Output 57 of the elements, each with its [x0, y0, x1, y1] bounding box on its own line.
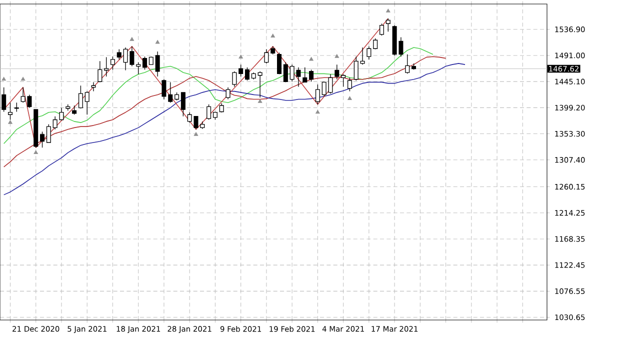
- point: [155, 40, 160, 44]
- point: [386, 8, 390, 12]
- candlestick: [142, 56, 148, 70]
- candlestick: [244, 67, 250, 81]
- point: [270, 34, 275, 38]
- point: [20, 76, 26, 81]
- point: [130, 37, 134, 41]
- point: [334, 54, 340, 58]
- line-series: [3, 18, 389, 148]
- candlestick: [360, 47, 365, 65]
- candlestick: [46, 124, 51, 143]
- candlestick: [84, 90, 90, 115]
- candlestick: [379, 23, 384, 36]
- candlestick: [14, 102, 19, 112]
- candlestick: [354, 56, 358, 81]
- candlestick: [206, 104, 212, 120]
- candlestick: [386, 18, 390, 32]
- candlestick: [40, 131, 45, 148]
- point: [194, 132, 198, 136]
- candlestick: [264, 48, 269, 64]
- candlestick: [283, 62, 288, 83]
- candlestick: [226, 86, 230, 100]
- candlestick: [347, 77, 352, 92]
- candlestick: [8, 102, 13, 120]
- candlestick: [98, 60, 102, 83]
- candlestick: [180, 92, 186, 117]
- candlestick: [136, 62, 141, 75]
- candlestick: [277, 52, 282, 75]
- candlestick: [168, 82, 173, 104]
- point: [2, 76, 6, 81]
- point: [238, 54, 243, 59]
- candlestick: [322, 81, 326, 97]
- candlestick: [405, 54, 410, 74]
- candlestick: [110, 56, 115, 70]
- candlestick: [238, 64, 244, 77]
- candlestick: [302, 67, 308, 83]
- candlestick: [309, 69, 314, 82]
- candlestick: [341, 74, 346, 88]
- candlestick: [104, 56, 109, 77]
- candlestick: [72, 105, 77, 115]
- candlestick: [366, 46, 372, 60]
- point: [8, 120, 12, 124]
- candlestick: [232, 71, 237, 88]
- point: [316, 110, 320, 114]
- candlestick: [78, 85, 83, 109]
- candlestick: [219, 102, 224, 113]
- candlestick: [328, 74, 333, 94]
- candlestick: [162, 79, 166, 100]
- point: [348, 96, 352, 100]
- candlestick: [258, 71, 262, 98]
- point: [258, 99, 262, 103]
- point: [34, 150, 38, 154]
- candlestick: [334, 64, 340, 80]
- candlestick: [155, 51, 160, 77]
- point: [309, 57, 314, 61]
- candlestick: [315, 84, 320, 105]
- candlestick: [116, 48, 122, 60]
